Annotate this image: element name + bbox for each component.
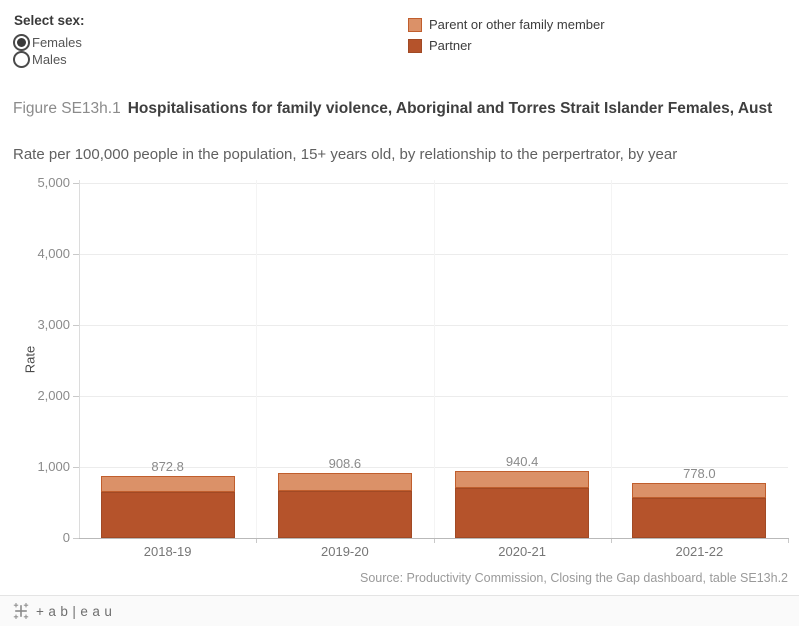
- radio-icon: [13, 50, 30, 68]
- legend-swatch-parent: [408, 17, 422, 32]
- bar-segment-parent[interactable]: [277, 473, 412, 492]
- y-axis-tick-label: 1,000: [37, 459, 70, 474]
- bar-segment-partner[interactable]: [277, 491, 412, 538]
- y-axis-tick: [73, 183, 79, 184]
- legend-label: Parent or other family member: [429, 17, 605, 32]
- x-axis-label: 2020-21: [498, 544, 546, 559]
- bar-total-label: 872.8: [151, 459, 184, 475]
- y-axis-tick: [73, 254, 79, 255]
- column-divider: [433, 180, 435, 538]
- x-axis-line: [79, 538, 789, 539]
- radio-label: Males: [32, 51, 67, 67]
- tableau-footer: +ab|eau: [0, 595, 799, 626]
- radio-males[interactable]: Males: [13, 50, 67, 68]
- bar-segment-parent[interactable]: [632, 482, 767, 498]
- x-axis-tick: [256, 538, 258, 543]
- figure-subtitle: Rate per 100,000 people in the populatio…: [13, 146, 678, 163]
- y-axis-tick-label: 4,000: [37, 246, 70, 261]
- figure-title-text: Hospitalisations for family violence, Ab…: [127, 100, 773, 117]
- x-axis-tick: [788, 538, 789, 543]
- column-divider: [610, 180, 612, 538]
- y-axis-tick: [73, 396, 79, 397]
- y-axis-tick: [73, 538, 79, 539]
- bar-segment-parent[interactable]: [100, 476, 235, 493]
- y-axis-tick: [73, 467, 79, 468]
- y-axis-tick-label: 3,000: [37, 317, 70, 332]
- bar-segment-partner[interactable]: [100, 492, 235, 538]
- bar-segment-partner[interactable]: [632, 497, 767, 538]
- tableau-sparkle-icon: [13, 603, 29, 619]
- legend-label: Partner: [429, 38, 472, 53]
- y-axis-tick-label: 0: [62, 530, 70, 545]
- radio-females[interactable]: Females: [13, 33, 82, 51]
- legend-item-partner[interactable]: Partner: [408, 35, 605, 56]
- y-axis-tick-label: 5,000: [37, 175, 70, 190]
- y-axis-tick: [73, 325, 79, 326]
- bar-segment-partner[interactable]: [455, 488, 590, 538]
- legend-swatch-partner: [408, 38, 422, 53]
- tableau-wordmark: +ab|eau: [36, 603, 117, 619]
- bar-total-label: 940.4: [505, 454, 539, 470]
- legend: Parent or other family member Partner: [408, 14, 605, 56]
- bar-total-label: 908.6: [328, 456, 362, 472]
- tableau-logo[interactable]: +ab|eau: [12, 602, 116, 620]
- legend-item-parent[interactable]: Parent or other family member: [408, 14, 605, 35]
- source-caption: Source: Productivity Commission, Closing…: [359, 571, 788, 585]
- x-axis-label: 2021-22: [675, 544, 724, 559]
- x-axis-label: 2018-19: [143, 544, 192, 559]
- bar-segment-parent[interactable]: [455, 471, 590, 489]
- y-axis-tick-label: 2,000: [37, 388, 70, 403]
- bar-total-label: 778.0: [683, 465, 716, 481]
- select-sex-label: Select sex:: [14, 13, 85, 28]
- radio-label: Females: [32, 34, 82, 50]
- y-axis-line: [79, 180, 80, 538]
- figure-title: Figure SE13h.1 Hospitalisations for famil…: [13, 96, 789, 122]
- x-axis-tick: [610, 538, 612, 543]
- column-divider: [256, 180, 258, 538]
- figure-number: Figure SE13h.1: [13, 100, 121, 117]
- x-axis-tick: [433, 538, 435, 543]
- radio-icon: [13, 33, 30, 51]
- x-axis-label: 2019-20: [321, 544, 369, 559]
